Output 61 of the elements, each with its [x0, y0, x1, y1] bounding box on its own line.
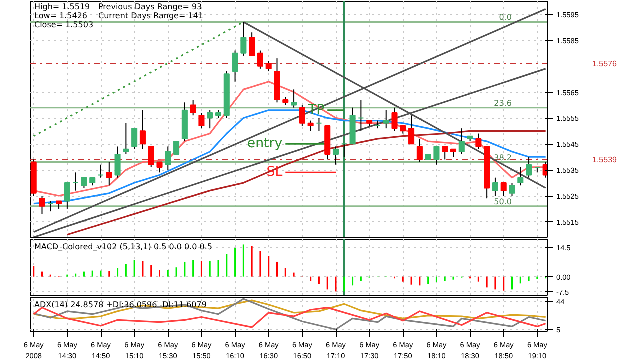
candlestick	[207, 110, 214, 130]
candlestick	[156, 162, 163, 174]
candlestick	[81, 177, 88, 189]
annotation: Close= 1.5503	[34, 20, 94, 30]
candlestick	[48, 200, 54, 212]
candlestick	[383, 110, 390, 130]
line-series	[33, 307, 547, 328]
candlestick	[190, 100, 196, 116]
candlestick	[198, 112, 205, 130]
candlestick	[106, 162, 112, 186]
series-label: entry	[247, 136, 283, 152]
annotation: High= 1.5519	[34, 2, 90, 12]
line-series	[66, 130, 547, 236]
candlestick	[174, 141, 180, 156]
candlestick	[165, 146, 172, 171]
candlestick	[416, 138, 423, 163]
annotation: Low= 1.5426	[34, 12, 88, 20]
chart-title: MACD_Colored_v102 (5,13,1) 0.5 0.0 0.0 0.5	[34, 242, 212, 252]
candlestick	[332, 146, 340, 166]
candlestick	[476, 133, 482, 150]
candlestick	[98, 164, 104, 178]
candlestick	[266, 60, 272, 72]
candlestick	[408, 115, 415, 145]
candlestick	[39, 196, 46, 215]
candlestick	[316, 118, 322, 132]
candlestick	[358, 100, 364, 132]
candlestick	[308, 120, 314, 132]
candlestick	[500, 182, 507, 197]
candlestick	[442, 146, 448, 160]
candlestick	[123, 122, 130, 156]
candlestick	[114, 146, 121, 178]
candlestick	[509, 182, 516, 197]
line-series	[33, 298, 547, 330]
series-label: SL	[266, 165, 284, 180]
candlestick	[72, 172, 79, 192]
candlestick	[299, 104, 306, 126]
candlestick	[492, 177, 498, 197]
annotation: 0.0	[499, 13, 512, 22]
annotation: 23.6	[494, 98, 512, 108]
candlestick	[240, 22, 247, 56]
candlestick	[249, 32, 256, 56]
candlestick	[140, 110, 146, 150]
candlestick	[392, 107, 398, 132]
candlestick	[148, 146, 154, 168]
ref-line-label: 1.5539	[592, 156, 618, 165]
annotation: 38.2	[494, 153, 512, 162]
candlestick	[64, 182, 70, 210]
annotation: 50.0	[494, 197, 512, 206]
ref-line-label: 1.5576	[592, 60, 618, 69]
annotation: Previous Days Range= 93	[98, 2, 202, 12]
candlestick	[291, 89, 298, 108]
candlestick	[434, 146, 440, 166]
candlestick	[232, 50, 238, 82]
line-series	[33, 300, 547, 320]
candlestick	[132, 128, 138, 150]
candlestick	[257, 50, 264, 70]
annotation: Current Days Range= 141	[98, 12, 204, 20]
candlestick	[518, 166, 524, 186]
candlestick	[341, 144, 348, 158]
candlestick	[526, 156, 532, 178]
candlestick	[458, 128, 465, 156]
